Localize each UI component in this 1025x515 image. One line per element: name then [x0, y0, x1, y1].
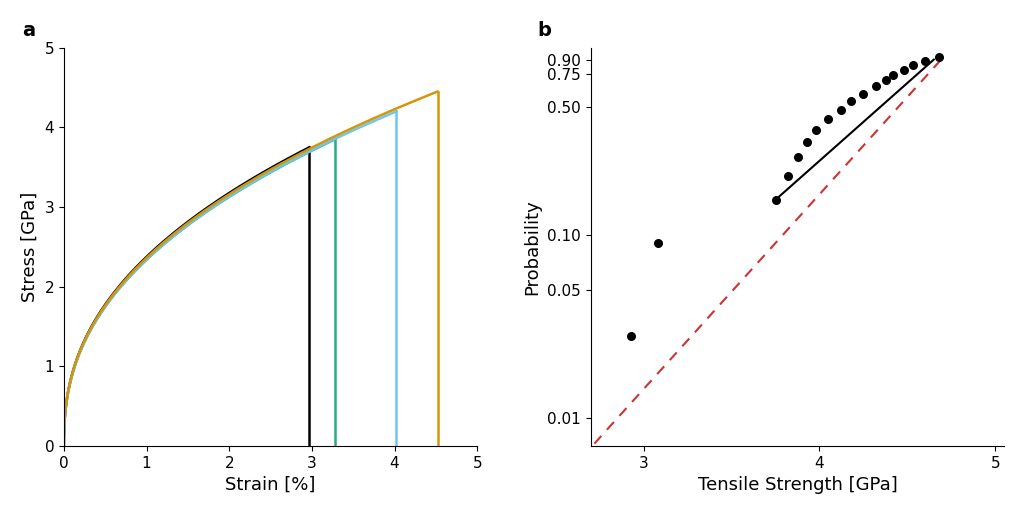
Point [843, 97, 859, 106]
Y-axis label: Stress [GPa]: Stress [GPa] [20, 192, 39, 302]
Point [832, 106, 849, 114]
Point [780, 171, 796, 180]
Point [855, 90, 871, 98]
Point [798, 138, 815, 146]
Point [768, 196, 784, 204]
Y-axis label: Probability: Probability [524, 199, 541, 295]
X-axis label: Tensile Strength [GPa]: Tensile Strength [GPa] [698, 476, 897, 494]
Text: a: a [23, 21, 36, 40]
Point [820, 114, 836, 123]
Point [904, 61, 920, 70]
Point [931, 53, 947, 61]
Point [916, 57, 933, 65]
X-axis label: Strain [%]: Strain [%] [226, 476, 316, 494]
Point [878, 76, 895, 84]
Point [790, 153, 807, 161]
Point [886, 71, 902, 79]
Point [867, 82, 884, 91]
Point [896, 66, 912, 75]
Text: b: b [537, 21, 551, 40]
Point [650, 239, 666, 247]
Point [808, 126, 824, 134]
Point [623, 332, 640, 340]
